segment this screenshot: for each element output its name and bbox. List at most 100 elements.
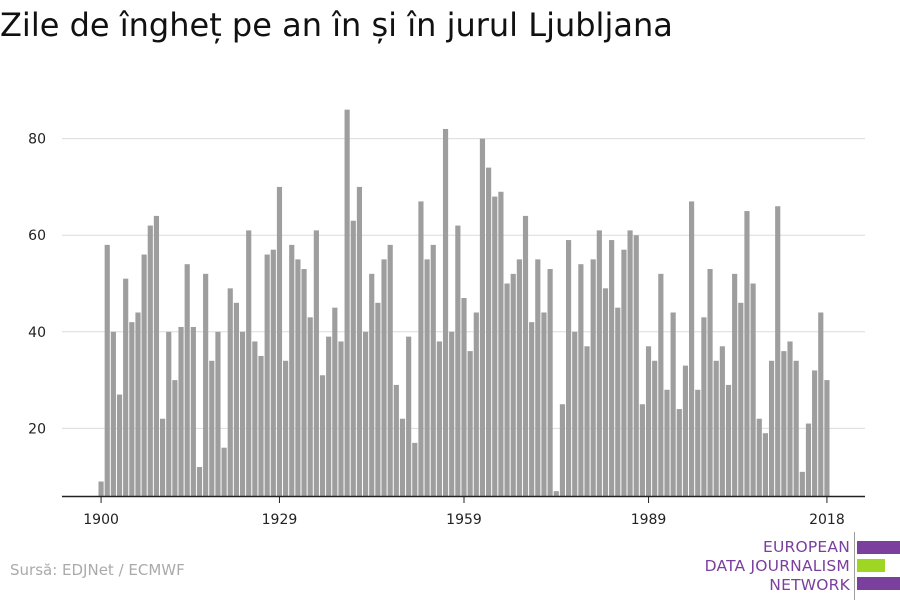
bar-1945 bbox=[375, 302, 381, 496]
bar-2008 bbox=[762, 433, 768, 496]
bar-1909 bbox=[153, 215, 160, 496]
bar-1994 bbox=[676, 409, 682, 496]
bar-2010 bbox=[775, 206, 781, 497]
bar-1996 bbox=[689, 201, 695, 496]
bar-2016 bbox=[812, 370, 818, 496]
bar-2011 bbox=[781, 351, 787, 496]
bar-2009 bbox=[768, 360, 775, 496]
logo-line-1: EUROPEAN bbox=[762, 538, 850, 556]
bar-1944 bbox=[369, 273, 375, 496]
bar-1963 bbox=[486, 167, 492, 497]
bar-1903 bbox=[116, 394, 123, 496]
bar-1957 bbox=[449, 331, 455, 496]
bar-1941 bbox=[350, 220, 356, 497]
logo-bar-2 bbox=[857, 559, 885, 572]
bar-1950 bbox=[406, 336, 412, 496]
bar-1925 bbox=[252, 341, 258, 496]
bar-2005 bbox=[744, 211, 750, 496]
x-tick-label: 2018 bbox=[809, 512, 845, 528]
bar-1933 bbox=[301, 269, 307, 496]
bar-1960 bbox=[467, 351, 473, 496]
source-note: Sursă: EDJNet / ECMWF bbox=[10, 561, 185, 579]
bar-1980 bbox=[590, 259, 596, 496]
x-tick-label: 1929 bbox=[262, 512, 298, 528]
bar-1918 bbox=[209, 360, 215, 496]
bar-2018 bbox=[824, 380, 830, 496]
bar-2002 bbox=[725, 384, 732, 496]
bar-1978 bbox=[578, 264, 584, 496]
bar-1949 bbox=[399, 418, 406, 496]
bar-1986 bbox=[627, 230, 633, 496]
bar-2007 bbox=[756, 418, 762, 496]
bar-1985 bbox=[621, 249, 627, 496]
logo-bar-3 bbox=[857, 577, 900, 590]
bar-chart: 1900 1929 1959 1989 2018 20 40 60 80 bbox=[28, 109, 865, 528]
bar-1937 bbox=[326, 336, 332, 496]
bar-1913 bbox=[178, 326, 184, 496]
bar-1953 bbox=[424, 259, 430, 496]
bar-1981 bbox=[596, 230, 602, 496]
bar-1964 bbox=[492, 196, 498, 496]
bar-1931 bbox=[289, 244, 295, 496]
bar-1907 bbox=[141, 254, 147, 496]
bar-1951 bbox=[412, 442, 418, 496]
bar-1922 bbox=[233, 302, 239, 496]
bar-1923 bbox=[239, 331, 246, 496]
bar-2000 bbox=[713, 360, 719, 496]
bar-2006 bbox=[750, 283, 756, 496]
bar-1911 bbox=[166, 331, 172, 496]
bar-2014 bbox=[799, 471, 805, 496]
bar-1975 bbox=[559, 404, 566, 496]
bar-1958 bbox=[455, 225, 461, 496]
bar-1999 bbox=[707, 269, 713, 496]
bar-1942 bbox=[356, 186, 363, 496]
bar-1929 bbox=[276, 186, 283, 496]
bar-1998 bbox=[701, 317, 707, 496]
x-tick-label: 1989 bbox=[631, 512, 667, 528]
bar-1987 bbox=[633, 235, 639, 496]
x-axis-ticks: 1900 1929 1959 1989 2018 bbox=[83, 496, 845, 528]
x-tick-label: 1959 bbox=[446, 512, 482, 528]
bar-1926 bbox=[258, 355, 264, 496]
bar-1952 bbox=[418, 201, 424, 496]
bar-1970 bbox=[529, 322, 535, 496]
y-tick-label: 40 bbox=[28, 325, 46, 341]
bar-1948 bbox=[393, 384, 399, 496]
bar-1905 bbox=[129, 322, 135, 496]
bar-1920 bbox=[221, 447, 227, 496]
bar-1990 bbox=[652, 360, 658, 496]
bar-1935 bbox=[313, 230, 319, 496]
bar-1900 bbox=[98, 481, 104, 496]
logo-separator bbox=[854, 532, 855, 600]
bar-2004 bbox=[738, 302, 744, 496]
bar-1916 bbox=[196, 467, 203, 496]
bar-1966 bbox=[504, 283, 510, 496]
bar-1947 bbox=[387, 244, 393, 496]
y-tick-label: 60 bbox=[28, 228, 46, 244]
bar-1997 bbox=[695, 389, 701, 496]
bar-1930 bbox=[283, 360, 289, 496]
logo-line-3: NETWORK bbox=[769, 576, 850, 594]
bar-1928 bbox=[270, 249, 276, 496]
bar-1982 bbox=[602, 288, 609, 496]
bar-1961 bbox=[473, 312, 479, 496]
x-tick-label: 1900 bbox=[83, 512, 119, 528]
bar-1979 bbox=[584, 346, 590, 496]
bar-1932 bbox=[295, 259, 301, 496]
logo-bar-1 bbox=[857, 541, 900, 554]
bar-1984 bbox=[615, 307, 621, 496]
bar-1974 bbox=[553, 491, 559, 496]
bar-1991 bbox=[658, 273, 664, 496]
bar-1936 bbox=[319, 375, 326, 496]
bar-2003 bbox=[732, 273, 738, 496]
y-axis-ticks: 20 40 60 80 bbox=[28, 132, 46, 438]
bar-1993 bbox=[670, 312, 676, 496]
bar-1906 bbox=[135, 312, 141, 496]
bar-1908 bbox=[147, 225, 153, 496]
bar-1940 bbox=[344, 109, 350, 496]
bar-1969 bbox=[522, 215, 529, 496]
bar-1968 bbox=[516, 259, 522, 496]
bar-1954 bbox=[430, 244, 436, 496]
bar-1995 bbox=[682, 365, 689, 496]
bar-2015 bbox=[805, 423, 812, 496]
